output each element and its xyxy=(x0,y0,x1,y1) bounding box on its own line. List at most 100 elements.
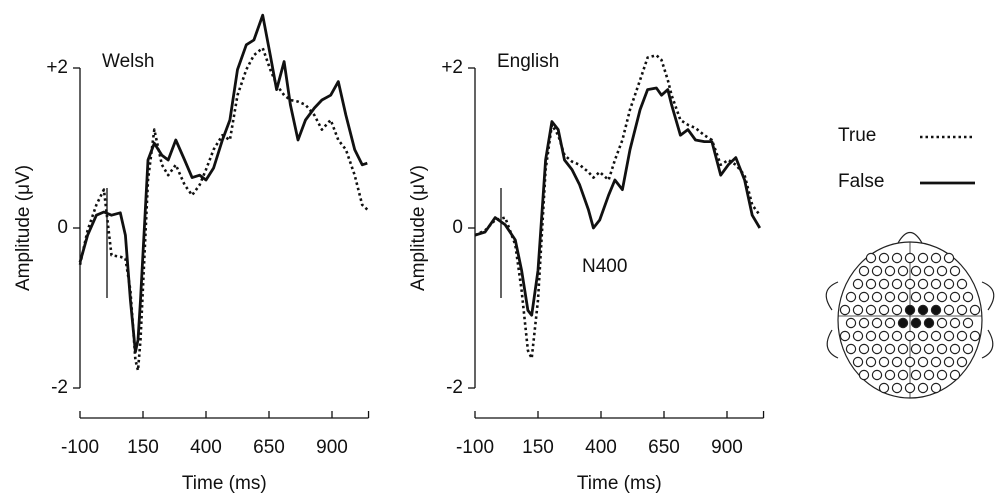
x-axis-label: Time (ms) xyxy=(577,473,662,494)
electrode xyxy=(897,317,909,329)
electrode xyxy=(891,330,903,342)
electrode xyxy=(884,317,896,329)
x-tick-label: 400 xyxy=(190,437,222,458)
series-line xyxy=(78,46,369,372)
electrode xyxy=(936,369,948,381)
electrode xyxy=(871,317,883,329)
electrode xyxy=(930,304,942,316)
x-tick-label: -100 xyxy=(456,437,494,458)
electrode xyxy=(930,278,942,290)
electrode xyxy=(871,369,883,381)
electrode xyxy=(917,330,929,342)
electrode xyxy=(878,304,890,316)
electrode xyxy=(845,291,857,303)
electrode xyxy=(891,304,903,316)
electrode xyxy=(936,317,948,329)
electrode xyxy=(917,252,929,264)
electrode xyxy=(962,291,974,303)
electrode xyxy=(897,369,909,381)
x-tick-label: 150 xyxy=(127,437,159,458)
x-tick-label: 900 xyxy=(711,437,743,458)
electrode xyxy=(910,317,922,329)
electrode xyxy=(878,330,890,342)
x-tick-label: 650 xyxy=(648,437,680,458)
x-tick-label: 650 xyxy=(253,437,285,458)
annotation: English xyxy=(497,51,559,72)
electrode xyxy=(969,304,981,316)
electrode xyxy=(910,291,922,303)
electrode xyxy=(871,291,883,303)
y-tick-label: +2 xyxy=(46,57,68,78)
electrode xyxy=(923,369,935,381)
electrode xyxy=(917,278,929,290)
electrode xyxy=(969,330,981,342)
electrode xyxy=(917,304,929,316)
electrode xyxy=(923,265,935,277)
electrode xyxy=(904,356,916,368)
electrode xyxy=(891,382,903,394)
electrode xyxy=(962,317,974,329)
electrode xyxy=(943,252,955,264)
electrode xyxy=(943,278,955,290)
electrode xyxy=(956,356,968,368)
nose xyxy=(897,231,923,244)
electrode xyxy=(891,252,903,264)
electrode xyxy=(852,330,864,342)
electrode xyxy=(897,265,909,277)
y-tick-label: -2 xyxy=(51,377,68,398)
series-line xyxy=(474,53,761,360)
annotation: N400 xyxy=(582,256,627,277)
electrode xyxy=(865,278,877,290)
electrode xyxy=(845,317,857,329)
x-tick-label: 900 xyxy=(316,437,348,458)
electrode xyxy=(936,343,948,355)
electrode xyxy=(943,330,955,342)
electrode xyxy=(858,265,870,277)
electrode xyxy=(923,317,935,329)
electrode xyxy=(865,304,877,316)
electrode xyxy=(878,278,890,290)
electrode xyxy=(949,291,961,303)
electrode xyxy=(884,265,896,277)
y-tick-label: -2 xyxy=(446,377,463,398)
electrode xyxy=(904,304,916,316)
annotation: Welsh xyxy=(102,51,154,72)
electrode xyxy=(878,252,890,264)
electrode xyxy=(871,343,883,355)
electrode xyxy=(930,252,942,264)
electrode xyxy=(839,304,851,316)
electrode xyxy=(904,252,916,264)
electrode xyxy=(858,369,870,381)
electrode xyxy=(917,382,929,394)
y-tick-label: 0 xyxy=(452,217,463,238)
electrode xyxy=(904,382,916,394)
electrode xyxy=(943,356,955,368)
electrode xyxy=(956,330,968,342)
electrode xyxy=(852,356,864,368)
electrode xyxy=(949,317,961,329)
electrode xyxy=(891,278,903,290)
electrode xyxy=(891,356,903,368)
electrode xyxy=(930,356,942,368)
electrode xyxy=(865,252,877,264)
y-axis-label: Amplitude (μV) xyxy=(408,165,429,291)
electrode xyxy=(845,343,857,355)
electrode xyxy=(865,330,877,342)
y-tick-label: +2 xyxy=(441,57,463,78)
electrode xyxy=(910,265,922,277)
electrode xyxy=(884,343,896,355)
legend-label: False xyxy=(838,171,884,192)
electrode xyxy=(956,278,968,290)
electrode xyxy=(897,343,909,355)
electrode xyxy=(962,343,974,355)
electrode xyxy=(878,382,890,394)
electrode xyxy=(949,343,961,355)
electrode xyxy=(904,278,916,290)
electrode xyxy=(930,382,942,394)
electrode xyxy=(910,369,922,381)
electrode xyxy=(923,291,935,303)
electrode xyxy=(852,304,864,316)
electrode xyxy=(910,343,922,355)
electrode xyxy=(852,278,864,290)
